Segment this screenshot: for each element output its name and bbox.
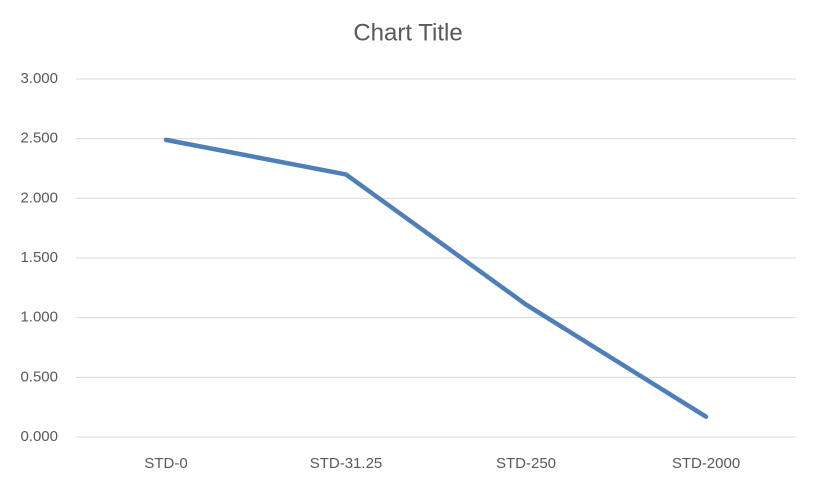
y-tick-label: 2.500 — [20, 130, 58, 147]
x-tick-label: STD-31.25 — [310, 455, 383, 472]
y-tick-label: 3.000 — [20, 70, 58, 87]
data-line — [163, 137, 709, 419]
x-tick-label: STD-250 — [496, 455, 556, 472]
y-tick-label: 1.500 — [20, 249, 58, 266]
y-tick-label: 1.000 — [20, 309, 58, 326]
y-tick-label: 0.000 — [20, 428, 58, 445]
x-tick-label: STD-0 — [144, 455, 187, 472]
y-tick-label: 0.500 — [20, 368, 58, 385]
x-tick-label: STD-2000 — [672, 455, 740, 472]
y-tick-label: 2.000 — [20, 189, 58, 206]
chart-title: Chart Title — [353, 19, 462, 46]
